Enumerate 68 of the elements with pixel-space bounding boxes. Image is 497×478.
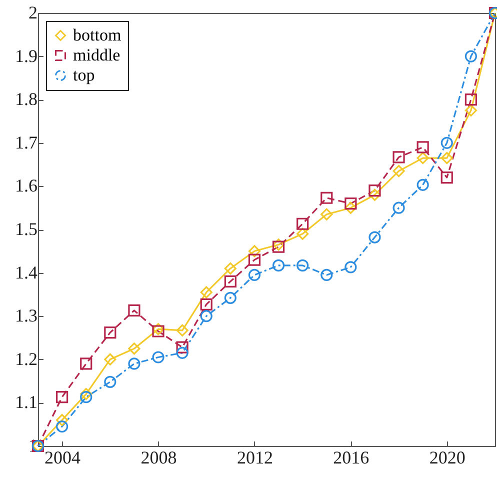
point [320,208,333,220]
point [248,245,261,258]
y-tick-label: 1.5 [15,219,38,239]
point [104,376,116,388]
y-tick-label: 1.7 [15,132,38,152]
point [464,94,477,106]
point [368,188,381,201]
point [56,391,68,404]
y-tick-label: 2 [28,2,38,22]
point [320,192,333,204]
point [104,326,116,339]
point [392,202,405,214]
point [200,298,212,310]
point [56,420,68,433]
point [56,414,68,426]
legend-label: top [73,66,95,84]
point [200,310,212,322]
point [224,262,236,275]
point [344,202,357,214]
x-tick-label: 2016 [333,448,370,468]
point [440,136,453,149]
point [344,261,357,274]
point [440,171,453,184]
point [464,50,477,62]
point [128,304,140,317]
y-tick-label: 1.1 [15,392,38,412]
y-tick-label: 1.4 [15,262,38,282]
point [152,351,164,364]
point [272,259,285,272]
y-tick-label: 1.2 [15,348,38,369]
point [80,358,92,370]
point [296,228,309,240]
point [224,292,236,304]
point [80,388,92,400]
point [320,268,333,281]
point [368,231,381,244]
point [128,358,140,370]
point [128,342,140,355]
point [440,152,453,164]
point [248,268,261,281]
point [416,152,429,164]
x-tick-label: 2012 [236,448,273,468]
point [176,324,188,336]
point [416,178,429,191]
y-tick-label: 1.3 [15,306,38,326]
point [368,184,381,197]
legend-label: bottom [73,26,122,44]
x-tick-label: 2020 [429,448,466,468]
point [224,275,236,288]
legend-label: middle [73,46,120,64]
point [392,165,405,178]
y-tick-label: 1.8 [15,89,38,110]
point [296,218,309,230]
point [416,141,429,154]
point [464,104,477,116]
point [80,391,92,404]
point [200,286,212,298]
point [392,151,405,164]
point [104,353,116,366]
x-tick-label: 2008 [140,448,177,468]
point [296,259,309,272]
point [344,197,357,210]
point [176,346,188,359]
point [248,254,261,266]
y-tick-label: 1.6 [15,176,38,196]
y-tick-label: 1.9 [15,46,38,66]
x-tick-label: 2004 [44,448,81,468]
point [176,341,188,354]
